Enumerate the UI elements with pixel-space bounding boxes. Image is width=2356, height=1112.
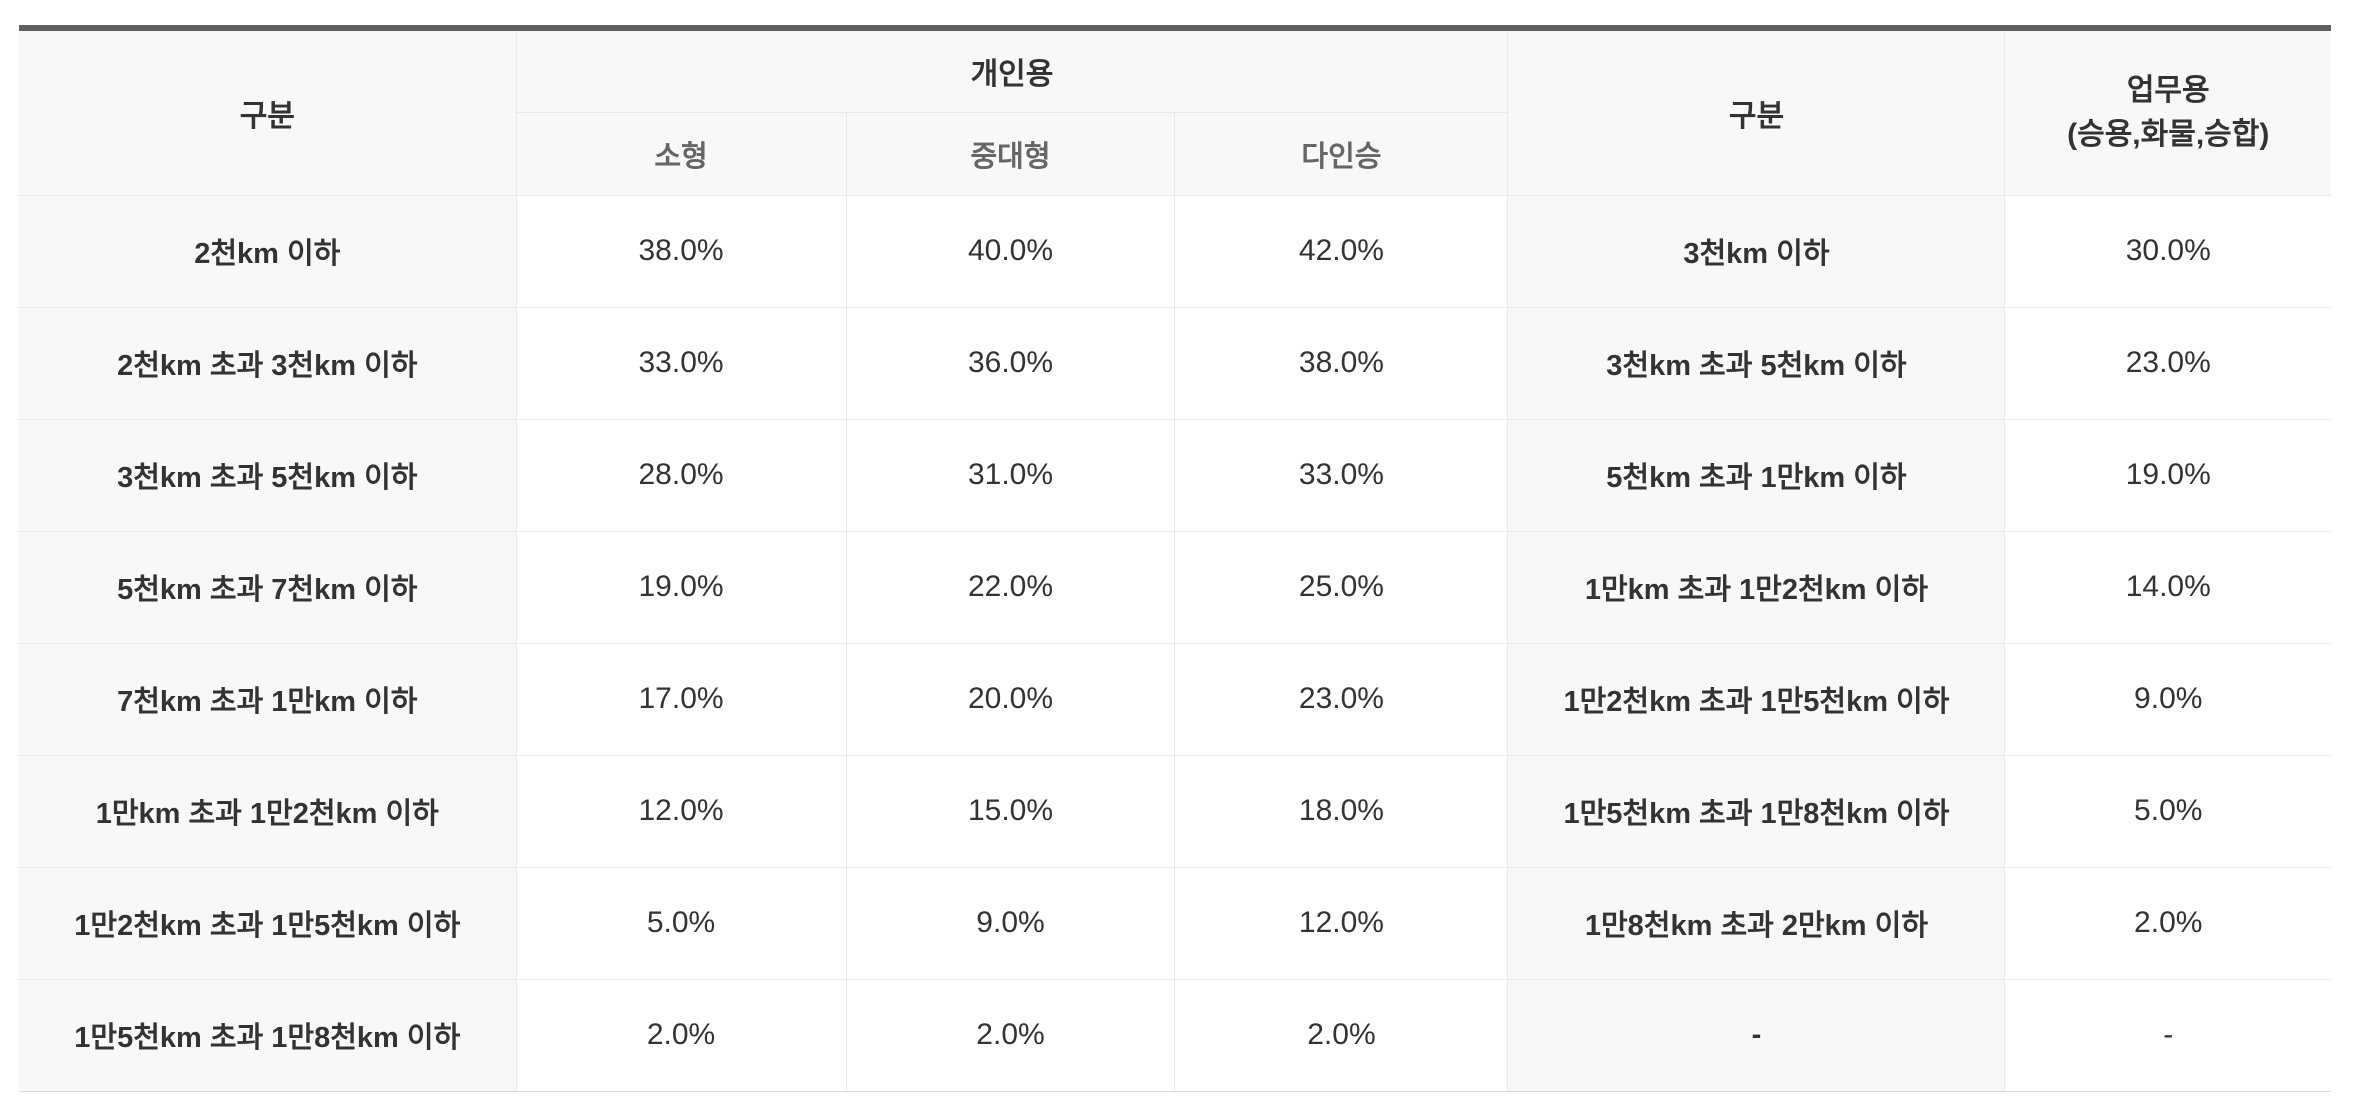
value-mid-large: 31.0% (845, 418, 1176, 532)
table-row: 1만km 초과 1만2천km 이하 12.0% 15.0% 18.0% 1만5천… (19, 754, 2331, 868)
row-label-personal: 1만km 초과 1만2천km 이하 (19, 754, 517, 868)
table-row: 7천km 초과 1만km 이하 17.0% 20.0% 23.0% 1만2천km… (19, 642, 2331, 756)
mileage-discount-table-container: 구분 개인용 구분 업무용 (승용,화물,승합) 소형 중대형 다인승 2천km… (19, 25, 2331, 1092)
value-small: 19.0% (515, 530, 847, 644)
value-multi-passenger: 12.0% (1174, 866, 1509, 980)
row-label-business: 1만5천km 초과 1만8천km 이하 (1507, 754, 2006, 868)
table-row: 3천km 초과 5천km 이하 28.0% 31.0% 33.0% 5천km 초… (19, 418, 2331, 532)
value-business: 9.0% (2004, 642, 2331, 756)
value-small: 5.0% (515, 866, 847, 980)
row-label-business: 3천km 이하 (1507, 194, 2006, 308)
value-small: 17.0% (515, 642, 847, 756)
row-label-business: - (1507, 978, 2006, 1092)
value-mid-large: 2.0% (845, 978, 1176, 1092)
mileage-discount-rate-table: 구분 개인용 구분 업무용 (승용,화물,승합) 소형 중대형 다인승 2천km… (19, 31, 2331, 1092)
value-small: 12.0% (515, 754, 847, 868)
value-mid-large: 20.0% (845, 642, 1176, 756)
value-business: 30.0% (2004, 194, 2331, 308)
value-multi-passenger: 42.0% (1174, 194, 1509, 308)
value-business: 2.0% (2004, 866, 2331, 980)
header-subcol-multi-passenger: 다인승 (1174, 111, 1508, 196)
value-mid-large: 15.0% (845, 754, 1176, 868)
row-label-business: 1만km 초과 1만2천km 이하 (1507, 530, 2006, 644)
table-row: 2천km 이하 38.0% 40.0% 42.0% 3천km 이하 30.0% (19, 194, 2331, 308)
table-row: 5천km 초과 7천km 이하 19.0% 22.0% 25.0% 1만km 초… (19, 530, 2331, 644)
value-business: 5.0% (2004, 754, 2331, 868)
row-label-business: 3천km 초과 5천km 이하 (1507, 306, 2006, 420)
value-multi-passenger: 33.0% (1174, 418, 1509, 532)
table-row: 1만2천km 초과 1만5천km 이하 5.0% 9.0% 12.0% 1만8천… (19, 866, 2331, 980)
value-mid-large: 36.0% (845, 306, 1176, 420)
value-business: 14.0% (2004, 530, 2331, 644)
row-label-business: 1만2천km 초과 1만5천km 이하 (1507, 642, 2006, 756)
value-mid-large: 40.0% (845, 194, 1176, 308)
row-label-personal: 3천km 초과 5천km 이하 (19, 418, 517, 532)
value-multi-passenger: 25.0% (1174, 530, 1509, 644)
row-label-personal: 1만5천km 초과 1만8천km 이하 (19, 978, 517, 1092)
header-category-left: 구분 (19, 31, 517, 196)
value-small: 38.0% (515, 194, 847, 308)
row-label-personal: 2천km 이하 (19, 194, 517, 308)
row-label-personal: 7천km 초과 1만km 이하 (19, 642, 517, 756)
value-multi-passenger: 18.0% (1174, 754, 1509, 868)
table-row: 1만5천km 초과 1만8천km 이하 2.0% 2.0% 2.0% - - (19, 978, 2331, 1092)
value-multi-passenger: 38.0% (1174, 306, 1509, 420)
row-label-personal: 1만2천km 초과 1만5천km 이하 (19, 866, 517, 980)
header-business-group: 업무용 (승용,화물,승합) (2004, 31, 2331, 196)
value-mid-large: 9.0% (845, 866, 1176, 980)
row-label-personal: 5천km 초과 7천km 이하 (19, 530, 517, 644)
row-label-business: 1만8천km 초과 2만km 이하 (1507, 866, 2006, 980)
value-business: 23.0% (2004, 306, 2331, 420)
value-small: 33.0% (515, 306, 847, 420)
value-multi-passenger: 2.0% (1174, 978, 1509, 1092)
row-label-business: 5천km 초과 1만km 이하 (1507, 418, 2006, 532)
value-small: 2.0% (515, 978, 847, 1092)
table-row: 2천km 초과 3천km 이하 33.0% 36.0% 38.0% 3천km 초… (19, 306, 2331, 420)
header-category-right: 구분 (1507, 31, 2006, 196)
value-business: 19.0% (2004, 418, 2331, 532)
row-label-personal: 2천km 초과 3천km 이하 (19, 306, 517, 420)
header-personal-group: 개인용 (515, 31, 1509, 113)
value-small: 28.0% (515, 418, 847, 532)
value-multi-passenger: 23.0% (1174, 642, 1509, 756)
header-business-line2: (승용,화물,승합) (2067, 117, 2270, 151)
header-subcol-small: 소형 (516, 111, 847, 196)
header-business-line1: 업무용 (2126, 74, 2210, 108)
header-subcol-mid-large: 중대형 (845, 111, 1176, 196)
value-mid-large: 22.0% (845, 530, 1176, 644)
value-business: - (2004, 978, 2331, 1092)
